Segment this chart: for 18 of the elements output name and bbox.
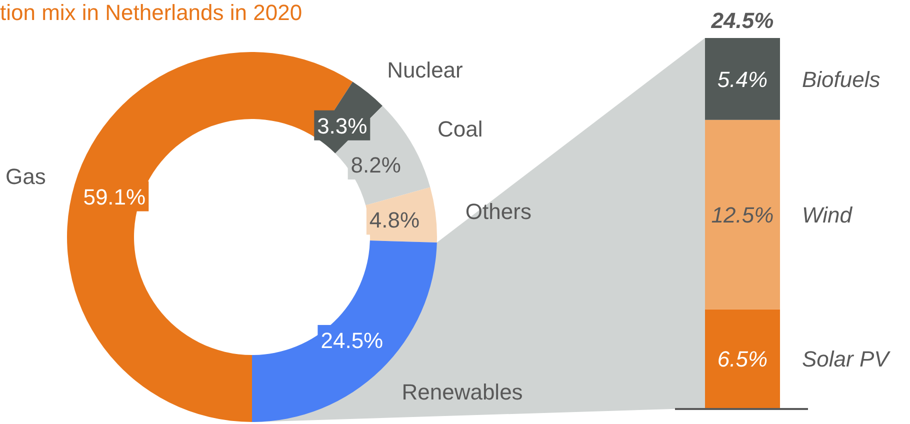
slice-label: Gas xyxy=(5,164,46,189)
slice-label: Nuclear xyxy=(387,58,463,83)
data-label: 4.8% xyxy=(369,208,420,233)
data-label: 8.2% xyxy=(350,152,401,178)
slice-label: Renewables xyxy=(402,379,523,404)
legend-label: Others xyxy=(465,199,532,224)
data-label: 5.4% xyxy=(717,66,768,92)
data-label: 12.5% xyxy=(711,202,774,228)
slice-label: Coal xyxy=(438,116,483,142)
total-label: 24.5% xyxy=(710,8,774,33)
data-label: 59.1% xyxy=(83,184,146,210)
series-label: Solar PV xyxy=(802,346,892,372)
data-label: 6.5% xyxy=(717,346,768,372)
series-label: Wind xyxy=(802,202,853,228)
chart-title: tion mix in Netherlands in 2020 xyxy=(0,0,302,25)
data-label: 24.5% xyxy=(320,328,384,353)
series-label: Biofuels xyxy=(802,66,880,92)
data-label: 3.3% xyxy=(317,113,368,138)
